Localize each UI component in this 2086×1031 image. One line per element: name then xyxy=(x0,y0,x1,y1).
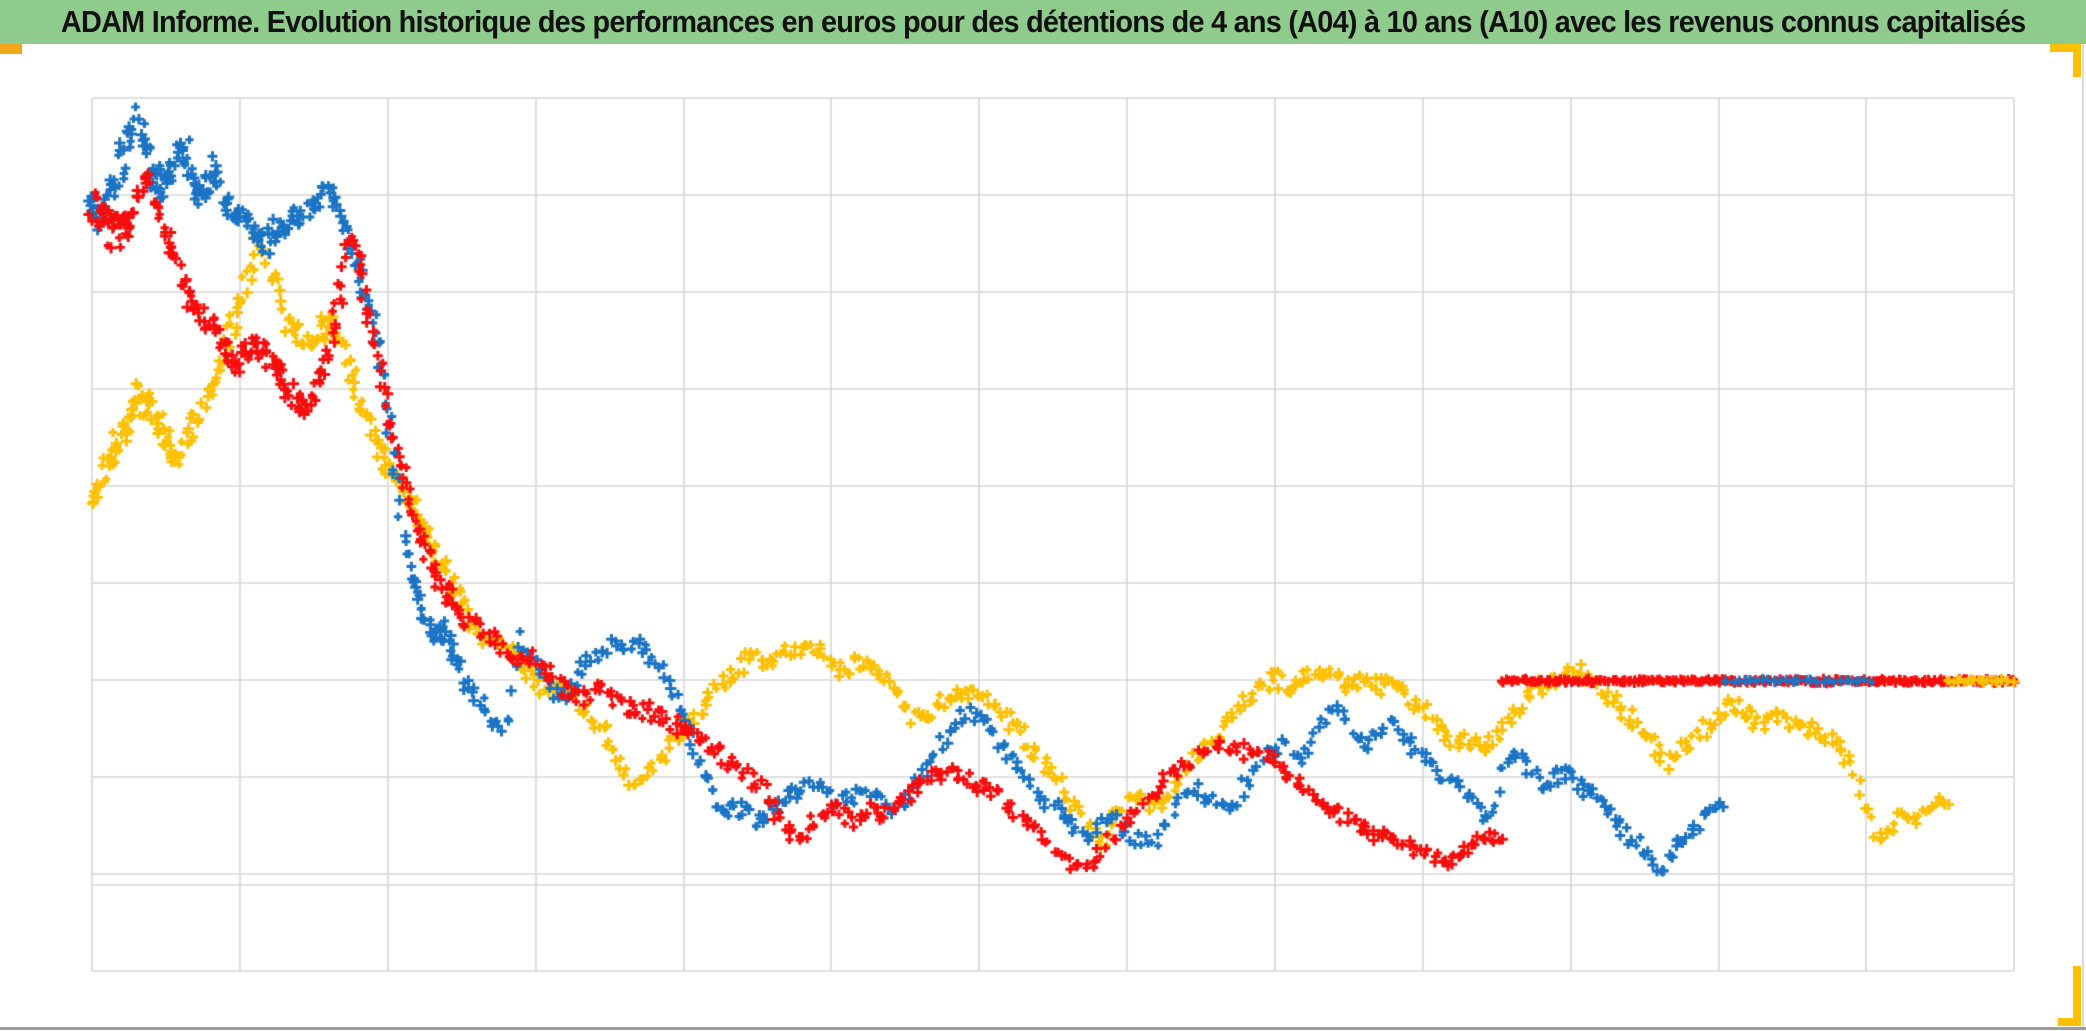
accent-top-right-vertical xyxy=(2073,44,2081,77)
chart-area xyxy=(0,44,2086,1027)
header-bar: ADAM Informe. Evolution historique des p… xyxy=(0,0,2086,44)
page-bottom-line xyxy=(0,1027,2086,1030)
accent-top-right-horizontal xyxy=(2050,44,2081,52)
page-title: ADAM Informe. Evolution historique des p… xyxy=(60,4,2026,39)
accent-top-left-block xyxy=(0,44,22,54)
accent-bottom-right-horizontal xyxy=(2058,1018,2081,1026)
accent-bottom-right-vertical xyxy=(2073,966,2081,1026)
right-edge-line xyxy=(2082,44,2084,1027)
chart-canvas xyxy=(0,44,2086,1027)
